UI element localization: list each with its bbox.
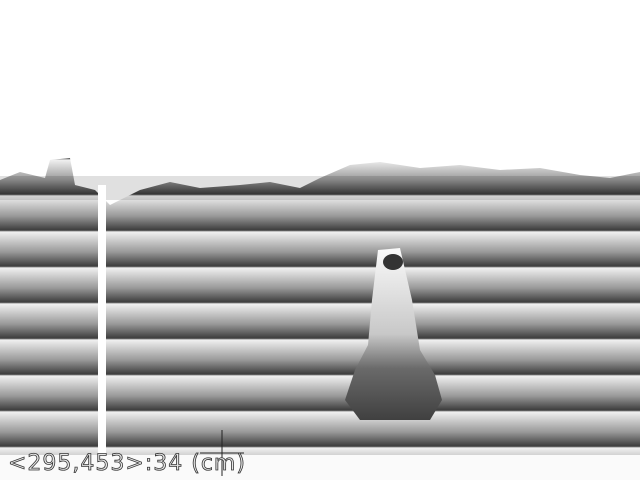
depth-surface <box>0 158 640 470</box>
floor <box>0 455 640 480</box>
cone-tip <box>383 254 403 270</box>
depth-readout: <295,453>:34 (cm) <box>8 451 246 476</box>
gap-column <box>98 185 106 480</box>
cone-object <box>345 248 442 420</box>
surface-edge <box>0 176 640 200</box>
